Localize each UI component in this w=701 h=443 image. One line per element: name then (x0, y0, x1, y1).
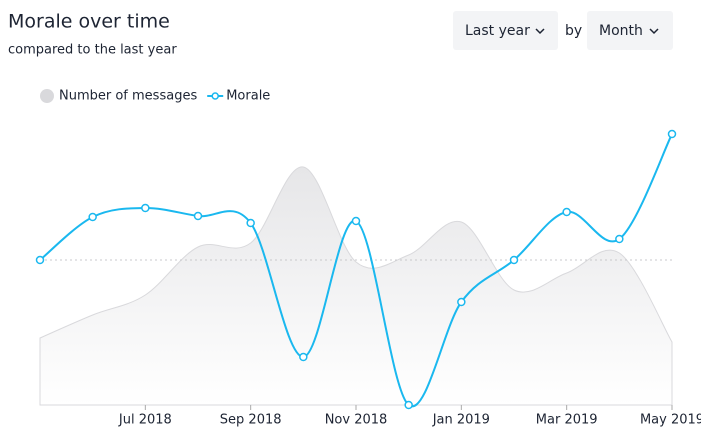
morale-point (141, 203, 150, 213)
period-dropdown[interactable]: Last year (453, 11, 558, 50)
x-tick-label: Mar 2019 (536, 413, 598, 428)
morale-point (562, 207, 571, 217)
morale-point (299, 352, 308, 362)
morale-point (615, 234, 624, 244)
x-tick-label: Sep 2018 (220, 413, 282, 428)
by-label: by (565, 23, 582, 39)
legend-label: Morale (226, 89, 270, 104)
x-tick-label: Nov 2018 (325, 413, 388, 428)
messages-area (39, 166, 673, 406)
x-tick-label: Jan 2019 (432, 413, 490, 428)
legend-label: Number of messages (59, 89, 197, 104)
morale-point (404, 400, 413, 410)
morale-point (35, 255, 45, 265)
chart-title: Morale over time (8, 11, 170, 33)
morale-point (193, 211, 203, 221)
morale-point (88, 212, 97, 222)
morale-point (246, 218, 255, 228)
morale-point (509, 255, 519, 265)
morale-point (351, 216, 361, 226)
dropdown-box[interactable] (587, 11, 673, 50)
morale-point (667, 129, 677, 139)
x-tick-label: Jul 2018 (118, 413, 172, 428)
dropdown-box[interactable] (453, 11, 558, 50)
x-tick-label: May 2019 (640, 413, 701, 428)
legend-swatch (40, 89, 54, 103)
dropdown-label[interactable]: Last year (465, 23, 530, 39)
legend-swatch (211, 92, 219, 100)
chart-subtitle: compared to the last year (8, 43, 177, 58)
morale-point (457, 297, 466, 307)
group-dropdown[interactable]: Month (587, 11, 673, 50)
chevron (535, 28, 545, 35)
chevron (649, 28, 659, 35)
dropdown-label[interactable]: Month (599, 23, 643, 39)
